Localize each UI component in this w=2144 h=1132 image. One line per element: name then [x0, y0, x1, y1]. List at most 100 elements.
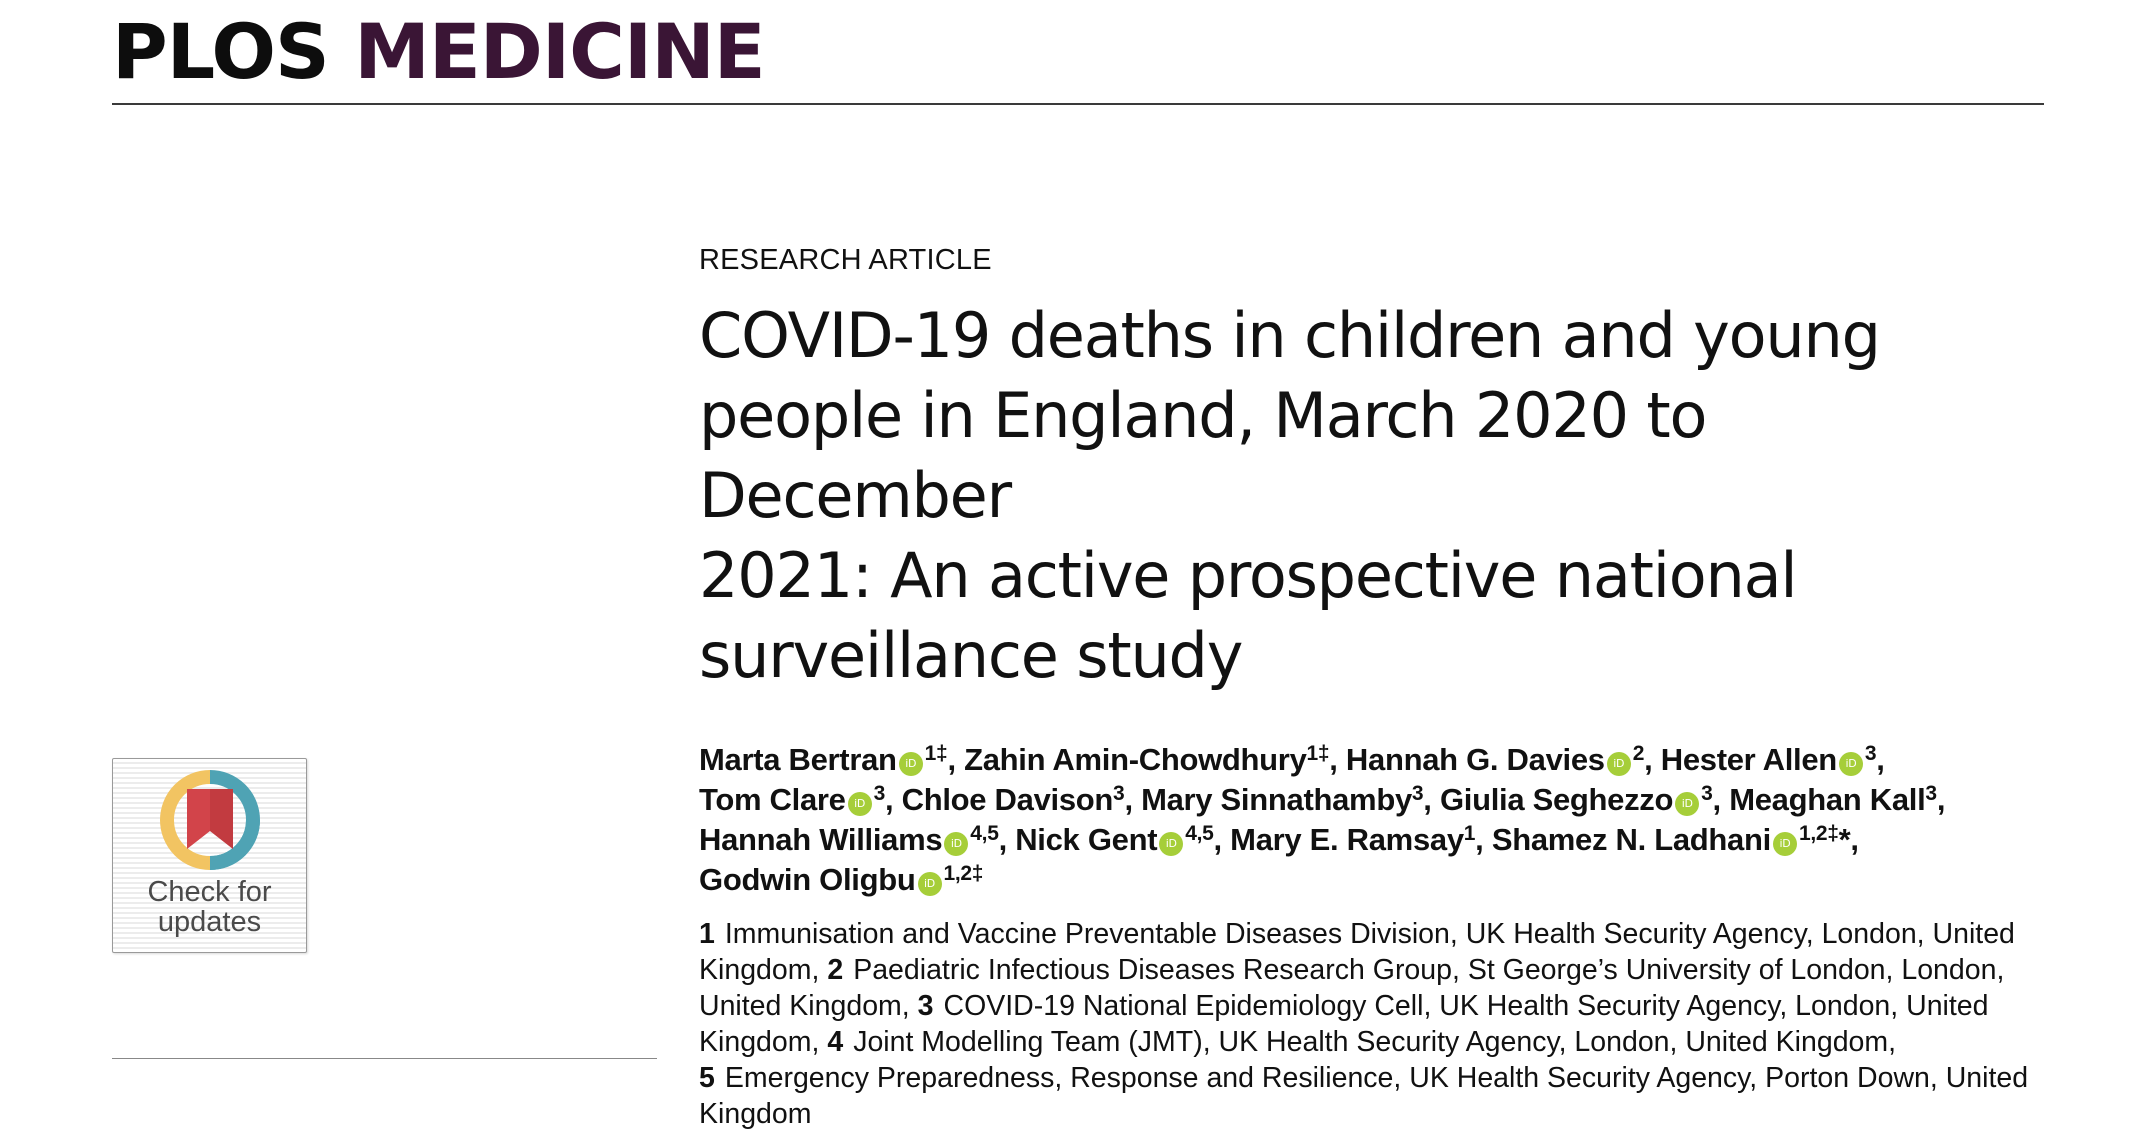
author-name[interactable]: Mary E. Ramsay: [1230, 822, 1464, 857]
author-name[interactable]: Godwin Oligbu: [699, 862, 916, 897]
orcid-icon[interactable]: [917, 872, 942, 896]
affiliation-text: Kingdom: [699, 1098, 812, 1130]
affiliation-text: Paediatric Infectious Diseases Research …: [853, 954, 2005, 986]
orcid-icon[interactable]: [1838, 752, 1863, 776]
author-separator: ,: [1124, 782, 1142, 817]
author-separator: ,: [947, 742, 965, 777]
author-name[interactable]: Giulia Seghezzo: [1439, 782, 1674, 817]
affiliation-number: 1: [699, 918, 715, 950]
author-separator: ,: [998, 822, 1016, 857]
orcid-icon[interactable]: [898, 752, 923, 776]
title-line: surveillance study: [699, 619, 1243, 692]
author: Godwin Oligbu 1,2‡: [699, 862, 984, 897]
orcid-icon[interactable]: [1159, 832, 1184, 856]
author: Hester Allen 3,: [1661, 742, 1885, 777]
article-header: RESEARCH ARTICLE COVID-19 deaths in chil…: [699, 240, 2044, 1132]
author-affiliation-marker: 1,2‡: [1798, 822, 1839, 845]
author: Chloe Davison3,: [902, 782, 1141, 817]
author-name[interactable]: Hannah Williams: [699, 822, 943, 857]
affiliation-line: Kingdom, 2 Paediatric Infectious Diseases…: [699, 952, 2039, 988]
author: Mary E. Ramsay1,: [1230, 822, 1492, 857]
article-type: RESEARCH ARTICLE: [699, 244, 992, 276]
article-title: COVID-19 deaths in children and young pe…: [699, 296, 2029, 696]
author-affiliation-marker: 3: [1925, 782, 1937, 805]
affiliation-number: 2: [827, 954, 844, 986]
header-divider: [112, 103, 2044, 105]
author-separator: ,: [1936, 782, 1946, 817]
badge-line-2: updates: [157, 906, 262, 938]
author-name[interactable]: Chloe Davison: [901, 782, 1114, 817]
author-name[interactable]: Marta Bertran: [699, 742, 897, 777]
title-line: people in England, March 2020 to Decembe…: [699, 379, 1707, 532]
author-affiliation-marker: 3: [873, 782, 886, 805]
affiliation-text: United Kingdom,: [699, 990, 918, 1022]
journal-header: PLOS MEDICINE: [112, 14, 766, 90]
author: Giulia Seghezzo 3,: [1440, 782, 1729, 817]
affiliation-number: 5: [699, 1062, 715, 1094]
affiliation-number: 3: [917, 990, 934, 1022]
affiliation-number: 4: [827, 1026, 844, 1058]
affiliation-line: United Kingdom, 3 COVID-19 National Epide…: [699, 988, 2039, 1024]
author: Meaghan Kall3,: [1729, 782, 1945, 817]
author-name[interactable]: Hester Allen: [1660, 742, 1837, 777]
author-separator: ,: [884, 782, 902, 817]
author: Nick Gent 4,5,: [1015, 822, 1230, 857]
author-affiliation-marker: 3: [1411, 782, 1424, 805]
author-name[interactable]: Meaghan Kall: [1729, 782, 1926, 817]
orcid-icon[interactable]: [944, 832, 969, 856]
author-line: Godwin Oligbu 1,2‡: [699, 860, 2044, 900]
author: Tom Clare 3,: [699, 782, 902, 817]
sidebar-divider: [112, 1058, 657, 1059]
affiliation-list: 1 Immunisation and Vaccine Preventable Di…: [699, 916, 2039, 1132]
author: Mary Sinnathamby3,: [1141, 782, 1440, 817]
badge-label: Check for updates: [113, 877, 306, 937]
author-separator: ,: [1329, 742, 1346, 777]
author-separator: *,: [1838, 822, 1859, 857]
author-separator: ,: [1423, 782, 1440, 817]
title-line: 2021: An active prospective national: [699, 539, 1798, 612]
title-line: COVID-19 deaths in children and young: [699, 299, 1881, 372]
author-line: Marta Bertran1‡, Zahin Amin-Chowdhury1‡,…: [699, 740, 2044, 780]
affiliation-line: Kingdom: [699, 1096, 2039, 1132]
author-name[interactable]: Shamez N. Ladhani: [1491, 822, 1771, 857]
orcid-icon[interactable]: [1675, 792, 1700, 816]
author-affiliation-marker: 3: [1864, 742, 1877, 765]
affiliation-line: Kingdom, 4 Joint Modelling Team (JMT), UK…: [699, 1024, 2039, 1060]
author-affiliation-marker: 1‡: [1306, 742, 1330, 765]
author-affiliation-marker: 3: [1113, 782, 1125, 805]
author-line: Tom Clare3, Chloe Davison3, Mary Sinnath…: [699, 780, 2044, 820]
journal-name-medicine: MEDICINE: [354, 7, 765, 96]
author-name[interactable]: Nick Gent: [1015, 822, 1158, 857]
affiliation-line: 1 Immunisation and Vaccine Preventable Di…: [699, 916, 2039, 952]
author-separator: ,: [1876, 742, 1885, 777]
journal-name-plos: PLOS: [112, 7, 330, 96]
author-name[interactable]: Hannah G. Davies: [1345, 742, 1605, 777]
orcid-icon[interactable]: [1772, 832, 1797, 856]
author: Marta Bertran 1‡,: [699, 742, 964, 777]
affiliation-text: Immunisation and Vaccine Preventable Dis…: [724, 918, 2015, 950]
author-name[interactable]: Mary Sinnathamby: [1141, 782, 1412, 817]
author-affiliation-marker: 4,5: [970, 822, 999, 845]
affiliation-text: Kingdom,: [699, 1026, 828, 1058]
author-separator: ,: [1213, 822, 1231, 857]
author-list: Marta Bertran1‡, Zahin Amin-Chowdhury1‡,…: [699, 740, 2044, 900]
author-name[interactable]: Tom Clare: [699, 782, 846, 817]
author-affiliation-marker: 2: [1632, 742, 1645, 765]
orcid-icon[interactable]: [1606, 752, 1631, 776]
check-for-updates-badge[interactable]: Check for updates: [112, 758, 307, 953]
author-affiliation-marker: 1: [1463, 822, 1476, 845]
author: Shamez N. Ladhani 1,2‡*,: [1492, 822, 1859, 857]
bookmark-ring-icon: [160, 770, 260, 870]
author-affiliation-marker: 1‡: [924, 742, 948, 765]
author-affiliation-marker: 3: [1701, 782, 1713, 805]
journal-logo[interactable]: PLOS MEDICINE: [112, 14, 766, 90]
author-separator: ,: [1712, 782, 1730, 817]
affiliation-line: 5 Emergency Preparedness, Response and Re…: [699, 1060, 2039, 1096]
author-line: Hannah Williams 4,5, Nick Gent 4,5, Mary E…: [699, 820, 2044, 860]
orcid-icon[interactable]: [847, 792, 872, 816]
affiliation-text: COVID-19 National Epidemiology Cell, UK …: [943, 990, 1989, 1022]
author-affiliation-marker: 1,2‡: [943, 862, 984, 885]
author-name[interactable]: Zahin Amin-Chowdhury: [964, 742, 1307, 777]
author-separator: ,: [1475, 822, 1492, 857]
affiliation-text: Emergency Preparedness, Response and Res…: [724, 1062, 2029, 1094]
